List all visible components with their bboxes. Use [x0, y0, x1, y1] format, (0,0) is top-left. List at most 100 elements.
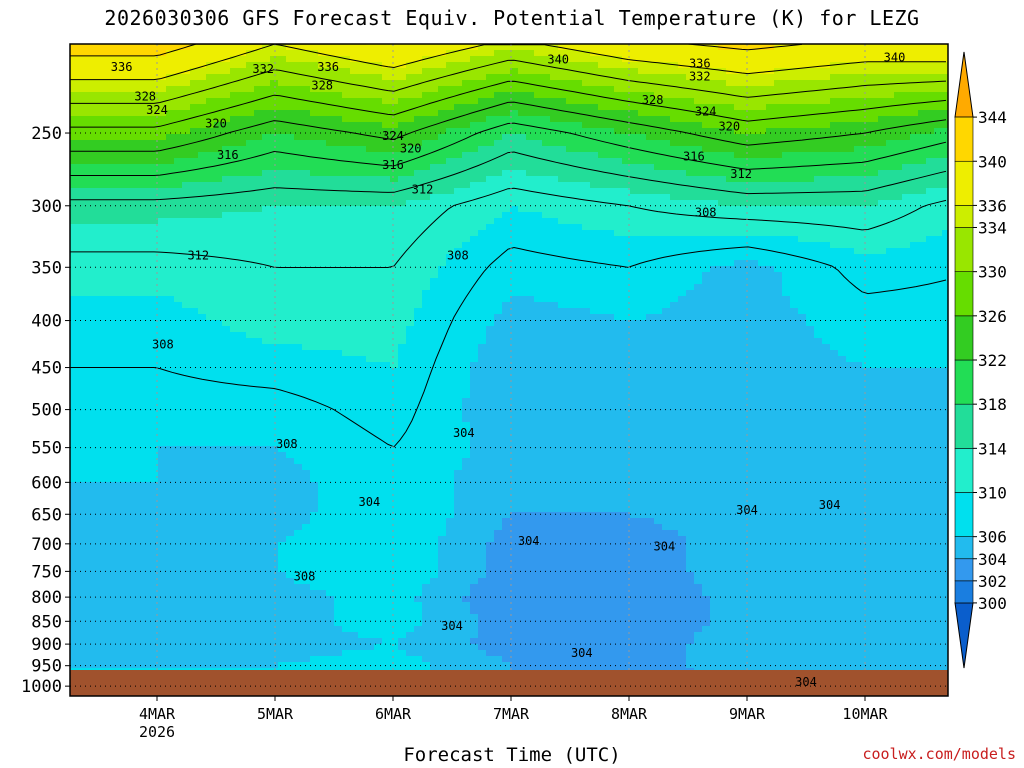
field-cell: [270, 560, 279, 567]
field-cell: [150, 542, 159, 549]
field-cell: [214, 248, 223, 255]
field-cell: [438, 608, 447, 615]
field-cell: [126, 428, 135, 435]
field-cell: [366, 518, 375, 525]
field-cell: [254, 188, 263, 195]
field-cell: [414, 638, 423, 645]
field-cell: [206, 602, 215, 609]
field-cell: [118, 308, 127, 315]
field-cell: [294, 188, 303, 195]
field-cell: [166, 560, 175, 567]
field-cell: [182, 398, 191, 405]
field-cell: [166, 644, 175, 651]
field-cell: [278, 110, 287, 117]
field-cell: [366, 530, 375, 537]
field-cell: [198, 446, 207, 453]
field-cell: [78, 356, 87, 363]
field-cell: [350, 170, 359, 177]
field-cell: [126, 332, 135, 339]
field-cell: [302, 512, 311, 519]
field-cell: [110, 302, 119, 309]
field-cell: [382, 332, 391, 339]
field-cell: [430, 608, 439, 615]
field-cell: [166, 656, 175, 663]
field-cell: [246, 410, 255, 417]
field-cell: [86, 74, 95, 81]
field-cell: [342, 356, 351, 363]
field-cell: [182, 80, 191, 87]
field-cell: [214, 146, 223, 153]
field-cell: [318, 602, 327, 609]
field-cell: [310, 56, 319, 63]
field-cell: [278, 464, 287, 471]
field-cell: [270, 302, 279, 309]
field-cell: [358, 302, 367, 309]
field-cell: [422, 656, 431, 663]
field-cell: [134, 506, 143, 513]
field-cell: [350, 242, 359, 249]
field-cell: [150, 608, 159, 615]
field-cell: [182, 368, 191, 375]
field-cell: [358, 488, 367, 495]
field-cell: [158, 74, 167, 81]
field-cell: [318, 50, 327, 57]
field-cell: [350, 434, 359, 441]
field-cell: [374, 92, 383, 99]
field-cell: [214, 296, 223, 303]
field-cell: [438, 416, 447, 423]
field-cell: [318, 512, 327, 519]
field-cell: [262, 356, 271, 363]
field-cell: [94, 470, 103, 477]
field-cell: [382, 218, 391, 225]
field-cell: [166, 56, 175, 63]
field-cell: [158, 44, 167, 51]
field-cell: [422, 308, 431, 315]
field-cell: [134, 404, 143, 411]
field-cell: [94, 566, 103, 573]
field-cell: [238, 416, 247, 423]
field-cell: [358, 470, 367, 477]
field-cell: [254, 50, 263, 57]
field-cell: [326, 128, 335, 135]
field-cell: [278, 98, 287, 105]
field-cell: [102, 242, 111, 249]
field-cell: [246, 506, 255, 513]
field-cell: [110, 638, 119, 645]
field-cell: [438, 170, 447, 177]
field-cell: [310, 152, 319, 159]
field-cell: [278, 86, 287, 93]
field-cell: [78, 212, 87, 219]
field-cell: [214, 68, 223, 75]
field-cell: [238, 596, 247, 603]
field-cell: [206, 392, 215, 399]
field-cell: [166, 314, 175, 321]
field-cell: [262, 554, 271, 561]
field-cell: [78, 236, 87, 243]
field-cell: [166, 596, 175, 603]
field-cell: [94, 542, 103, 549]
field-cell: [414, 314, 423, 321]
field-cell: [374, 332, 383, 339]
field-cell: [262, 278, 271, 285]
field-cell: [94, 308, 103, 315]
field-cell: [390, 308, 399, 315]
field-cell: [286, 362, 295, 369]
field-cell: [198, 362, 207, 369]
field-cell: [358, 338, 367, 345]
field-cell: [318, 284, 327, 291]
field-cell: [158, 56, 167, 63]
field-cell: [310, 344, 319, 351]
field-cell: [110, 344, 119, 351]
field-cell: [318, 248, 327, 255]
field-cell: [126, 350, 135, 357]
field-cell: [150, 212, 159, 219]
field-cell: [198, 416, 207, 423]
field-cell: [414, 68, 423, 75]
field-cell: [118, 116, 127, 123]
field-cell: [374, 296, 383, 303]
field-cell: [78, 344, 87, 351]
field-cell: [382, 500, 391, 507]
field-cell: [182, 248, 191, 255]
field-cell: [166, 470, 175, 477]
field-cell: [70, 632, 79, 639]
